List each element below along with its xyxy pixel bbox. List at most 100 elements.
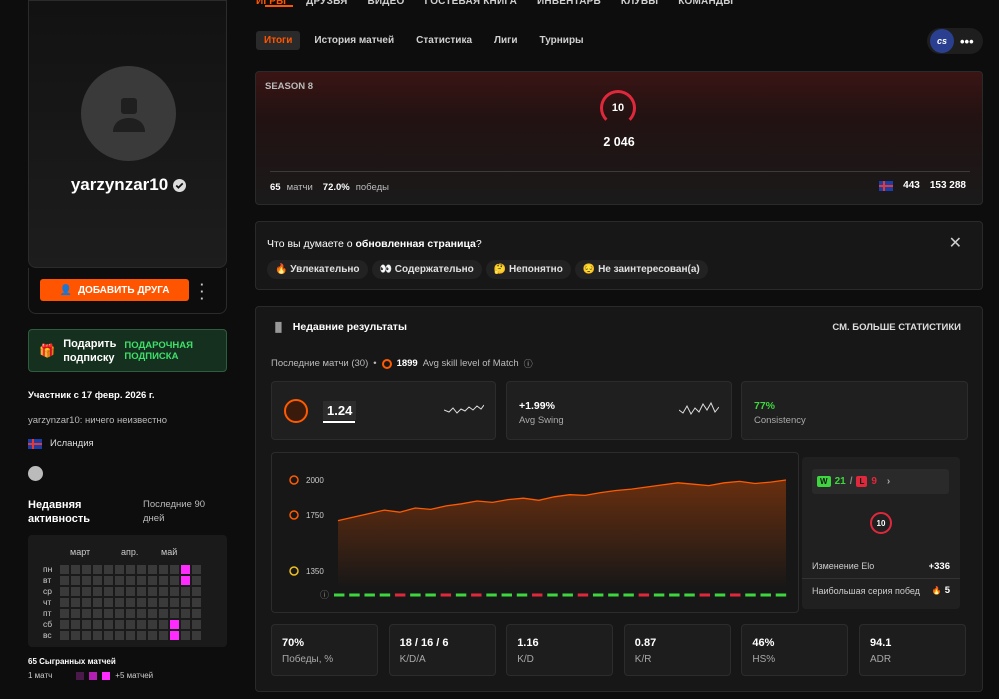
subtab-3[interactable]: Лиги xyxy=(494,35,518,46)
add-user-icon: 👤 xyxy=(59,284,72,296)
heatmap-cell xyxy=(148,620,157,629)
tab-6[interactable]: КОМАНДЫ xyxy=(678,0,734,7)
heatmap-cell xyxy=(192,565,201,574)
loss-badge: L xyxy=(856,476,868,487)
avatar[interactable] xyxy=(81,66,176,161)
heatmap-cell xyxy=(82,620,91,629)
elo-chart: 2000 1750 1350 ⓘ xyxy=(271,452,799,613)
heatmap-cell xyxy=(181,576,190,585)
heatmap-cell xyxy=(71,609,80,618)
heatmap-cell xyxy=(170,631,179,640)
tab-1[interactable]: ДРУЗЬЯ xyxy=(306,0,348,7)
info-icon[interactable]: ⓘ xyxy=(523,359,533,369)
streak-value: 5 xyxy=(944,585,950,596)
heatmap-cell xyxy=(192,609,201,618)
day-label: вс xyxy=(43,630,52,640)
heatmap-cell xyxy=(71,631,80,640)
month-label: май xyxy=(161,547,178,557)
subtab-2[interactable]: Статистика xyxy=(416,35,473,46)
heatmap-cell xyxy=(137,631,146,640)
stat-label: HS% xyxy=(752,654,776,665)
heatmap-cell xyxy=(115,587,124,596)
rating-card: 1.24 xyxy=(271,381,496,440)
heatmap-cell xyxy=(148,587,157,596)
heatmap-cell xyxy=(159,598,168,607)
tab-3[interactable]: ГОСТЕВАЯ КНИГА xyxy=(424,0,518,7)
top-nav: ИГРЫ ДРУЗЬЯ ВИДЕО ГОСТЕВАЯ КНИГА ИНВЕНТАРЬ КЛ… xyxy=(256,0,733,7)
more-options-button[interactable]: · · · xyxy=(200,277,205,306)
y-tick-label: 1350 xyxy=(306,567,324,576)
tab-0[interactable]: ИГРЫ xyxy=(256,0,287,7)
elo-change-label: Изменение Elo xyxy=(812,561,875,571)
tab-2[interactable]: ВИДЕО xyxy=(367,0,405,7)
feedback-card: Что вы думаете о обновленная страница? ✕… xyxy=(255,221,983,290)
game-logo-icon[interactable]: cs xyxy=(930,29,954,53)
heatmap-cell xyxy=(126,587,135,596)
stat-value: 94.1 xyxy=(870,637,892,649)
info-icon[interactable]: ⓘ xyxy=(320,590,329,600)
more-stats-link[interactable]: СМ. БОЛЬШЕ СТАТИСТИКИ xyxy=(832,322,961,333)
level-tick-icon xyxy=(289,566,299,576)
stat-value: 1.16 xyxy=(517,637,539,649)
heatmap-cell xyxy=(104,587,113,596)
stat-label: Победы, % xyxy=(282,654,334,665)
steam-icon[interactable] xyxy=(28,466,43,481)
stat-card: 94.1 ADR xyxy=(859,624,966,676)
question-suffix: ? xyxy=(475,238,482,250)
stat-card: 0.87 K/R xyxy=(623,624,731,676)
more-icon[interactable]: ••• xyxy=(960,33,974,49)
heatmap-cell xyxy=(71,576,80,585)
heatmap-cell xyxy=(137,609,146,618)
bio: yarzynzar10: ничего неизвестно xyxy=(28,415,168,426)
heatmap-cell xyxy=(104,631,113,640)
legend-max: +5 матчей xyxy=(115,671,154,680)
heatmap-cell xyxy=(60,565,69,574)
heatmap-cell xyxy=(159,587,168,596)
chevron-right-icon[interactable]: › xyxy=(886,476,891,487)
match-summary-card: W 21 / L 9 › 10 Изменение Elo +336 Наибо… xyxy=(802,457,960,609)
heatmap-cell xyxy=(181,620,190,629)
question-prefix: Что вы думаете о xyxy=(267,238,356,250)
swing-value: +1.99% xyxy=(519,400,555,412)
heatmap-cell xyxy=(104,620,113,629)
fire-icon: 🔥 xyxy=(931,586,942,595)
subtab-1[interactable]: История матчей xyxy=(314,35,395,46)
close-icon[interactable]: ✕ xyxy=(948,235,962,252)
stat-label: K/D/A xyxy=(399,654,426,665)
heatmap-cell xyxy=(71,598,80,607)
elo-area xyxy=(338,480,786,588)
stat-card: 46% HS% xyxy=(741,624,849,676)
heatmap-cell xyxy=(181,598,190,607)
add-friend-button[interactable]: 👤 ДОБАВИТЬ ДРУГА xyxy=(40,279,189,301)
day-label: сб xyxy=(43,619,53,629)
heatmap-cell xyxy=(71,565,80,574)
feedback-option[interactable]: 🤔 Непонятно xyxy=(485,260,571,279)
wins-count: 21 xyxy=(834,476,846,487)
country-rank: 443 xyxy=(903,180,920,191)
subtab-0[interactable]: Итоги xyxy=(256,31,301,50)
heatmap-cell xyxy=(137,565,146,574)
matches-count: 65 xyxy=(270,182,281,193)
subtab-4[interactable]: Турниры xyxy=(539,35,584,46)
stat-value: 0.87 xyxy=(634,637,657,649)
day-label: вт xyxy=(43,575,52,585)
heatmap-cell xyxy=(137,587,146,596)
feedback-option[interactable]: 😔 Не заинтересован(а) xyxy=(574,260,708,279)
heatmap-cell xyxy=(60,620,69,629)
gift-link[interactable]: ПОДАРОЧНАЯ ПОДПИСКА xyxy=(124,339,193,362)
heatmap-cell xyxy=(82,631,91,640)
feedback-option[interactable]: 👀 Содержательно xyxy=(371,260,482,279)
feedback-option[interactable]: 🔥 Увлекательно xyxy=(267,260,368,279)
gift-subscription-card[interactable]: 🎁 Подарить подписку ПОДАРОЧНАЯ ПОДПИСКА xyxy=(28,329,227,372)
heatmap-cell xyxy=(104,598,113,607)
matches-label: матчи xyxy=(286,182,313,193)
recent-title: Недавние результаты xyxy=(292,321,407,333)
activity-range: Последние 90 дней xyxy=(143,499,206,524)
heatmap-cell xyxy=(82,598,91,607)
tab-4[interactable]: ИНВЕНТАРЬ xyxy=(537,0,601,7)
question-bold: обновленная страница xyxy=(355,238,476,250)
heatmap-cell xyxy=(93,565,102,574)
heatmap-cell xyxy=(170,609,179,618)
tab-5[interactable]: КЛУБЫ xyxy=(620,0,659,7)
y-tick-label: 2000 xyxy=(306,476,324,485)
